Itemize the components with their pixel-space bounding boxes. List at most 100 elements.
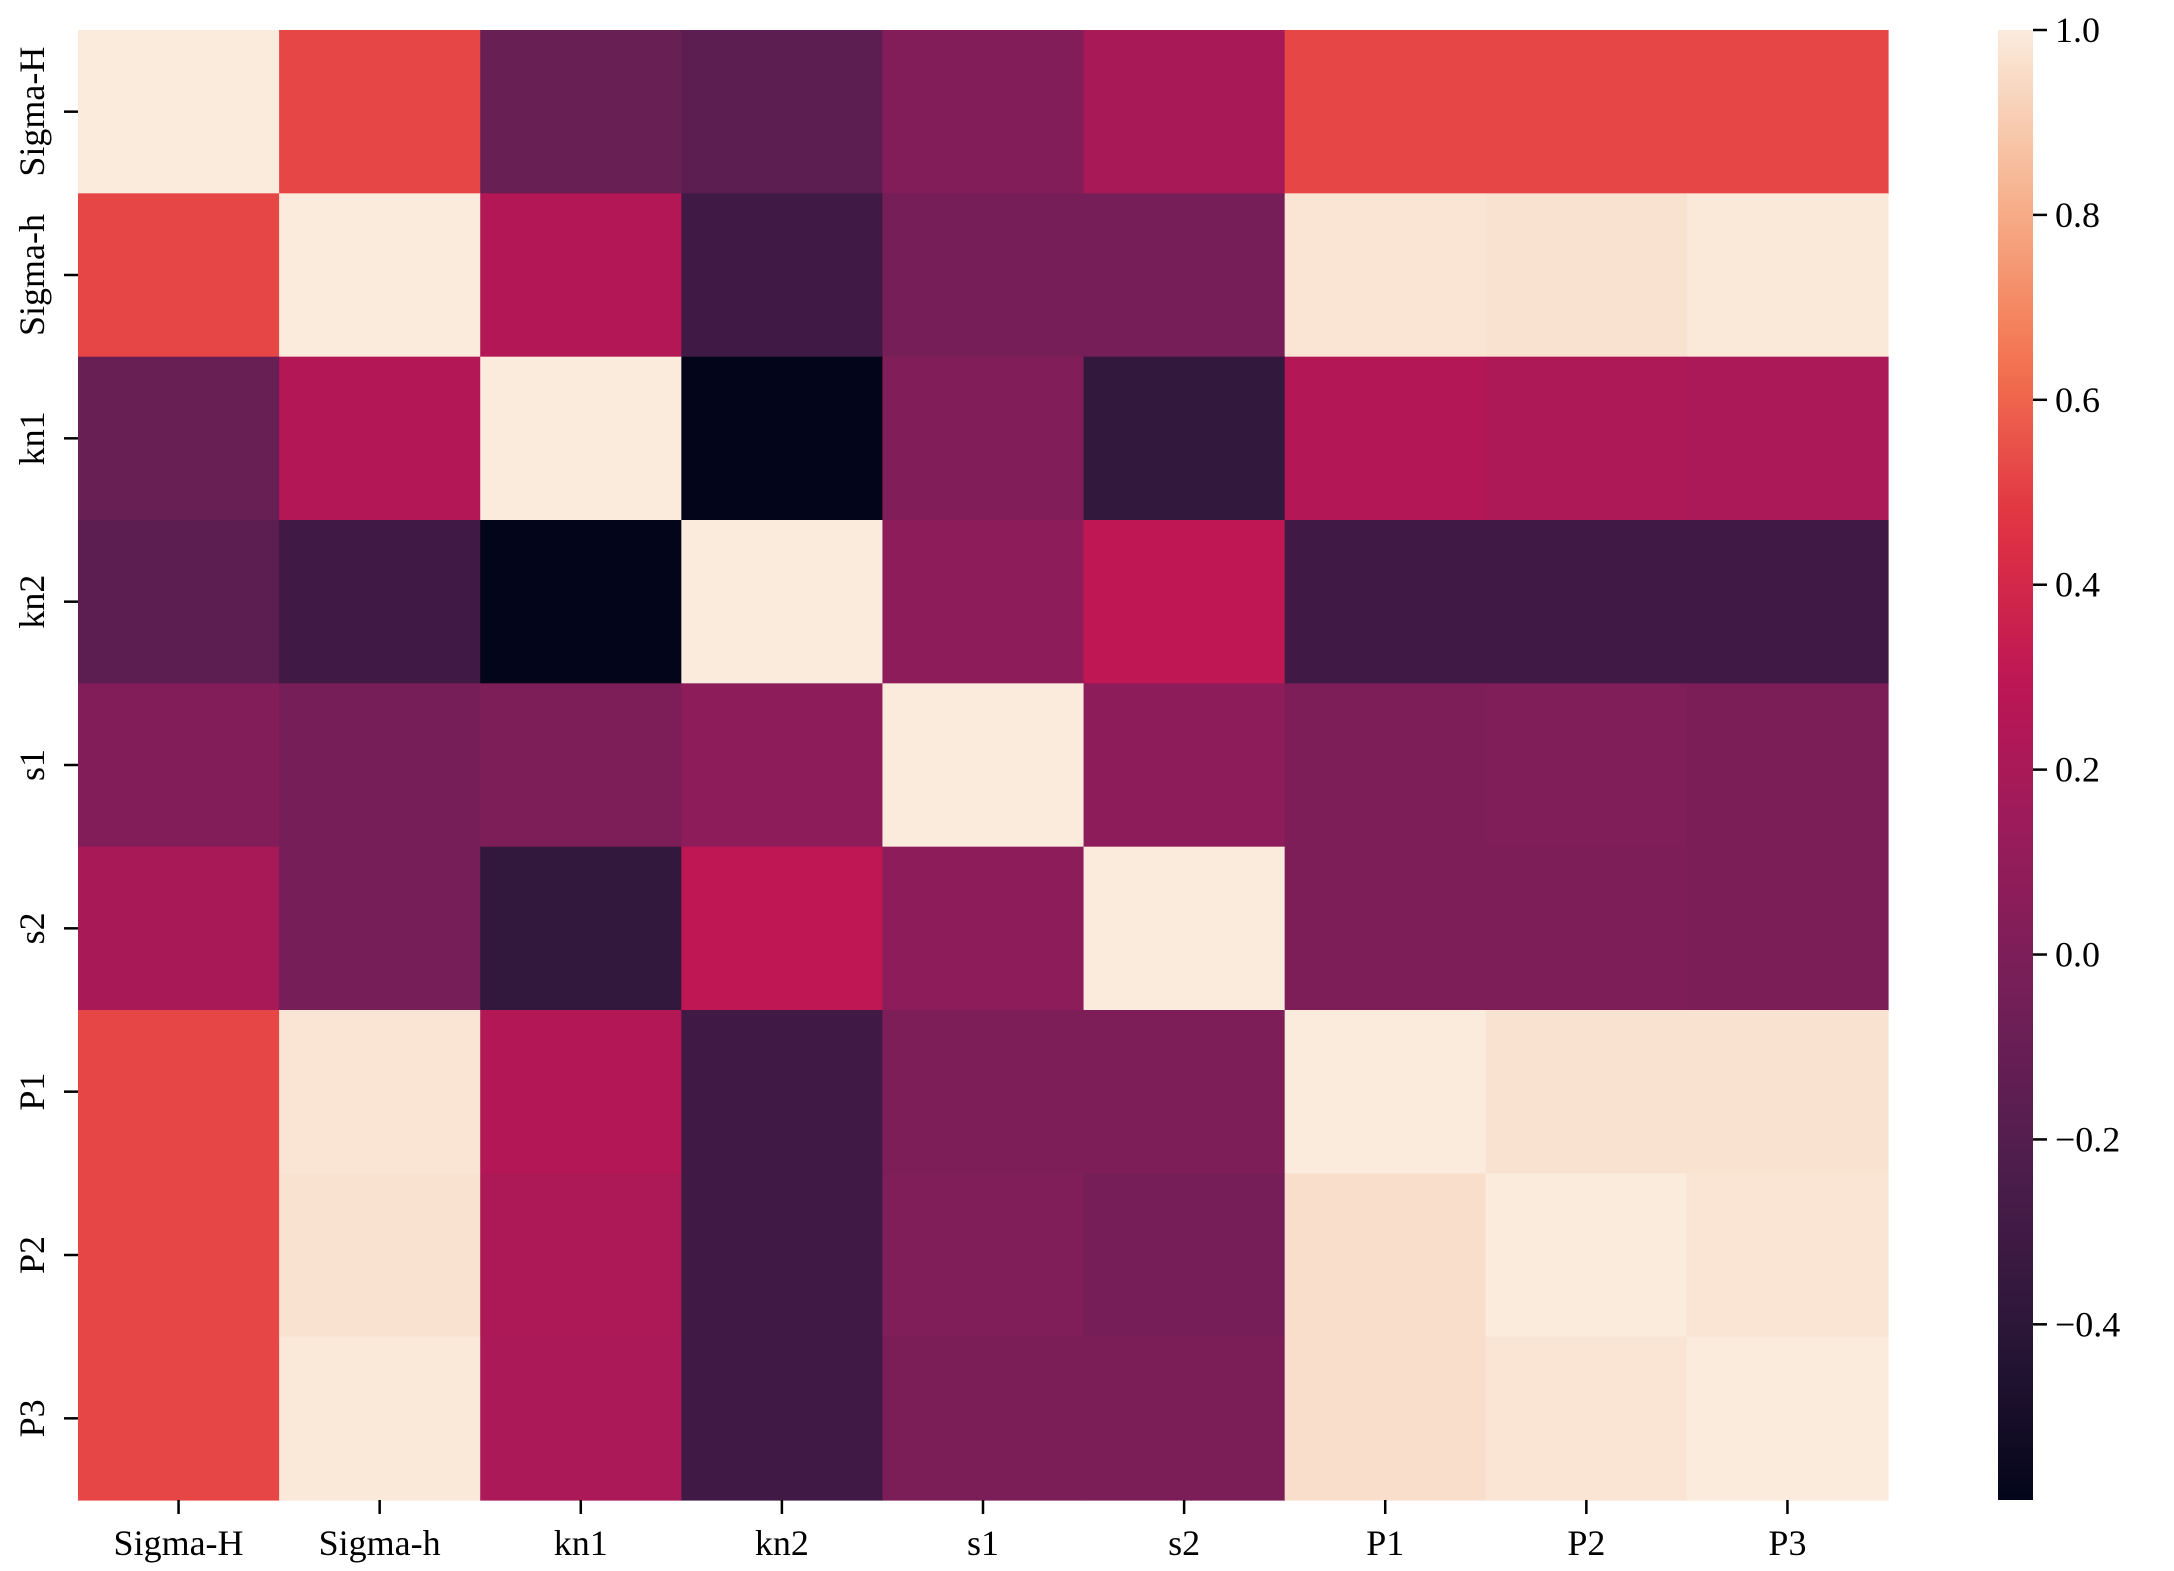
x-tick-label: s1 (967, 1523, 999, 1563)
colorbar-tick-label: −0.2 (2055, 1119, 2120, 1159)
y-axis: Sigma-H Sigma-h kn1 kn2 s1 s2 P1 P2 P3 (12, 47, 78, 1437)
heatmap-cell-p1-p3 (1686, 1010, 1889, 1174)
heatmap-cell-s1-kn1 (480, 683, 682, 848)
heatmap-cell-p3-sigma-h (279, 1336, 481, 1501)
heatmap-cell-s2-sigma-h (279, 846, 481, 1011)
colorbar-tick-label: 0.0 (2055, 935, 2100, 975)
heatmap-cell-sigma-h-p1 (1284, 30, 1487, 194)
heatmap-cell-s2-s2 (1083, 846, 1286, 1011)
heatmap-cell-kn2-s1 (882, 520, 1085, 684)
heatmap-cell-p1-sigma-h (279, 1010, 481, 1174)
heatmap-cell-p3-p1 (1284, 1336, 1487, 1501)
x-tick-label: P1 (1366, 1523, 1404, 1563)
heatmap-cell-s2-kn2 (681, 846, 884, 1011)
heatmap-cell-p3-p2 (1485, 1336, 1688, 1501)
heatmap-cell-sigma-h-p3 (1686, 193, 1889, 358)
heatmap-cell-kn1-p3 (1686, 356, 1889, 521)
heatmap-cell-sigma-h-kn1 (480, 193, 682, 358)
x-tick-label: P3 (1768, 1523, 1806, 1563)
heatmap-cell-kn1-p2 (1485, 356, 1688, 521)
heatmap-cell-s1-sigma-h (279, 683, 481, 848)
heatmap-cell-p1-kn2 (681, 1010, 884, 1174)
x-tick-label: kn1 (554, 1523, 608, 1563)
heatmap-cell-sigma-h-s1 (882, 30, 1085, 194)
heatmap-cell-s2-kn1 (480, 846, 682, 1011)
heatmap-cell-s2-sigma-h (78, 846, 280, 1011)
heatmap-cell-s2-p3 (1686, 846, 1889, 1011)
heatmap-cell-p2-sigma-h (279, 1173, 481, 1338)
heatmap-cell-p3-kn1 (480, 1336, 682, 1501)
heatmap-cell-sigma-h-sigma-h (279, 193, 481, 358)
heatmap-cell-sigma-h-sigma-h (279, 30, 481, 194)
colorbar-tick-label: 0.4 (2055, 565, 2100, 605)
y-tick-label: kn1 (12, 411, 52, 465)
heatmap-cell-kn1-kn1 (480, 356, 682, 521)
heatmap-cell-kn1-sigma-h (279, 356, 481, 521)
heatmap-cell-p3-s2 (1083, 1336, 1286, 1501)
colorbar-tick-label: 0.6 (2055, 380, 2100, 420)
heatmap-cell-sigma-h-kn2 (681, 30, 884, 194)
heatmap-cell-s1-s1 (882, 683, 1085, 848)
heatmap-cell-p2-kn2 (681, 1173, 884, 1338)
heatmap-cell-p1-kn1 (480, 1010, 682, 1174)
heatmap-cell-sigma-h-sigma-h (78, 193, 280, 358)
y-tick-label: Sigma-h (12, 214, 52, 336)
heatmap-cell-kn2-kn1 (480, 520, 682, 684)
x-tick-label: Sigma-H (114, 1523, 244, 1563)
heatmap-cell-sigma-h-s1 (882, 193, 1085, 358)
heatmap-cell-s2-p1 (1284, 846, 1487, 1011)
colorbar: 1.0 0.8 0.6 0.4 0.2 0.0 −0.2 −0.4 (1998, 10, 2120, 1500)
heatmap-cell-s1-p2 (1485, 683, 1688, 848)
heatmap-cell-sigma-h-p3 (1686, 30, 1889, 194)
heatmap-cell-s2-s1 (882, 846, 1085, 1011)
heatmap-cell-kn1-sigma-h (78, 356, 280, 521)
x-tick-label: Sigma-h (319, 1523, 441, 1563)
heatmap-cell-p3-s1 (882, 1336, 1085, 1501)
heatmap-cell-p1-s2 (1083, 1010, 1286, 1174)
heatmap-cell-sigma-h-kn2 (681, 193, 884, 358)
heatmap-cell-kn2-p1 (1284, 520, 1487, 684)
heatmap-cells (78, 30, 1889, 1501)
colorbar-tick-label: 0.2 (2055, 750, 2100, 790)
heatmap-cell-kn1-kn2 (681, 356, 884, 521)
heatmap-cell-kn2-sigma-h (78, 520, 280, 684)
heatmap-cell-p3-p3 (1686, 1336, 1889, 1501)
heatmap-cell-kn2-p3 (1686, 520, 1889, 684)
heatmap-cell-sigma-h-p1 (1284, 193, 1487, 358)
colorbar-tick-label: 0.8 (2055, 195, 2100, 235)
heatmap-cell-p1-p1 (1284, 1010, 1487, 1174)
heatmap-cell-kn2-kn2 (681, 520, 884, 684)
x-tick-label: P2 (1567, 1523, 1605, 1563)
heatmap-cell-sigma-h-p2 (1485, 193, 1688, 358)
colorbar-tick-label: 1.0 (2055, 10, 2100, 50)
x-tick-label: s2 (1168, 1523, 1200, 1563)
heatmap-cell-p3-sigma-h (78, 1336, 280, 1501)
heatmap-cell-s1-kn2 (681, 683, 884, 848)
heatmap-cell-kn2-s2 (1083, 520, 1286, 684)
heatmap-cell-p2-kn1 (480, 1173, 682, 1338)
heatmap-cell-p2-s1 (882, 1173, 1085, 1338)
heatmap-cell-s1-s2 (1083, 683, 1286, 848)
heatmap-cell-s1-p1 (1284, 683, 1487, 848)
heatmap-cell-sigma-h-kn1 (480, 30, 682, 194)
heatmap-cell-s1-sigma-h (78, 683, 280, 848)
x-tick-label: kn2 (755, 1523, 809, 1563)
heatmap-cell-p1-p2 (1485, 1010, 1688, 1174)
y-tick-label: P3 (12, 1399, 52, 1437)
heatmap-cell-p3-kn2 (681, 1336, 884, 1501)
y-tick-label: kn2 (12, 575, 52, 629)
heatmap-cell-s2-p2 (1485, 846, 1688, 1011)
heatmap-cell-p1-s1 (882, 1010, 1085, 1174)
heatmap-cell-p2-sigma-h (78, 1173, 280, 1338)
heatmap-cell-s1-p3 (1686, 683, 1889, 848)
colorbar-gradient-bar (1998, 30, 2033, 1500)
y-tick-label: P1 (12, 1073, 52, 1111)
heatmap-cell-sigma-h-s2 (1083, 30, 1286, 194)
heatmap-cell-kn2-p2 (1485, 520, 1688, 684)
y-tick-label: s2 (12, 912, 52, 944)
y-tick-label: P2 (12, 1236, 52, 1274)
heatmap-cell-p2-p2 (1485, 1173, 1688, 1338)
heatmap-cell-kn1-p1 (1284, 356, 1487, 521)
